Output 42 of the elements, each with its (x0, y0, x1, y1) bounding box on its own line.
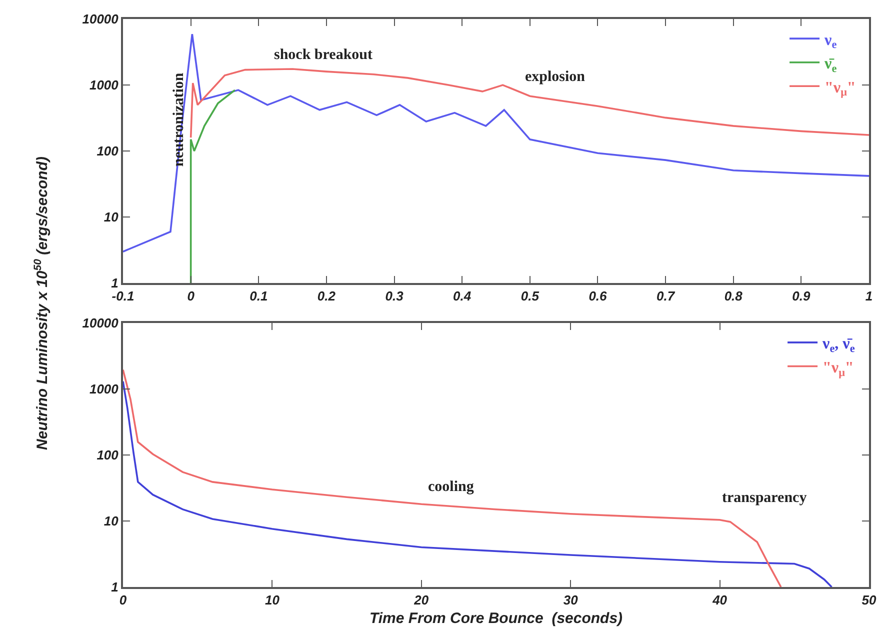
x-tick-label: 1 (865, 288, 873, 304)
x-tick-label: 0.3 (385, 288, 404, 304)
x-tick-label: 0.5 (520, 288, 540, 304)
x-tick-label: 0.6 (588, 288, 608, 304)
x-tick-label: 0 (187, 288, 196, 304)
x-tick-label: 0.4 (453, 288, 472, 304)
x-tick-label: 10 (264, 592, 280, 608)
y-tick-label: 1 (111, 580, 118, 595)
x-tick-label: -0.1 (112, 288, 134, 304)
y-tick-label: 100 (96, 144, 120, 159)
x-tick-label: 0.8 (724, 288, 744, 304)
y-tick-label: 100 (96, 447, 120, 462)
legend-label: ν$_{e}$, ν̄$_{e}$ (822, 336, 855, 356)
line-series (190, 68, 869, 138)
annotation: cooling (428, 479, 474, 495)
y-tick-label: 1 (111, 276, 118, 291)
legend-label: "ν$_{μ}$" (822, 359, 854, 379)
legend-label: ν̄$_{e}$ (824, 56, 837, 75)
x-tick-label: 0 (119, 592, 128, 608)
y-tick-label: 10 (104, 210, 120, 225)
x-tick-label: 0.1 (250, 288, 268, 304)
y-tick-label: 10 (104, 514, 120, 529)
annotation: transparency (722, 490, 808, 506)
x-tick-label: 30 (563, 592, 579, 608)
x-axis-title: Time From Core Bounce (seconds) (369, 610, 623, 628)
line-series (123, 33, 869, 253)
annotation: explosion (525, 69, 586, 85)
x-tick-label: 0.7 (656, 288, 676, 304)
y-tick-label: 1000 (89, 381, 120, 396)
x-tick-label: 40 (712, 592, 728, 608)
y-tick-label: 10000 (82, 12, 120, 27)
y-tick-label: 1000 (89, 78, 120, 93)
annotation: neutronization (170, 72, 187, 167)
x-tick-label: 0.2 (317, 288, 336, 304)
x-tick-label: 0.9 (792, 288, 811, 304)
annotation: shock breakout (274, 47, 372, 63)
line-series (190, 89, 236, 284)
legend-label: "ν$_{μ}$" (824, 79, 856, 99)
legend-label: ν$_{e}$ (824, 32, 837, 52)
y-tick-label: 10000 (82, 315, 120, 330)
x-tick-label: 50 (862, 592, 877, 608)
x-tick-label: 20 (413, 592, 430, 608)
